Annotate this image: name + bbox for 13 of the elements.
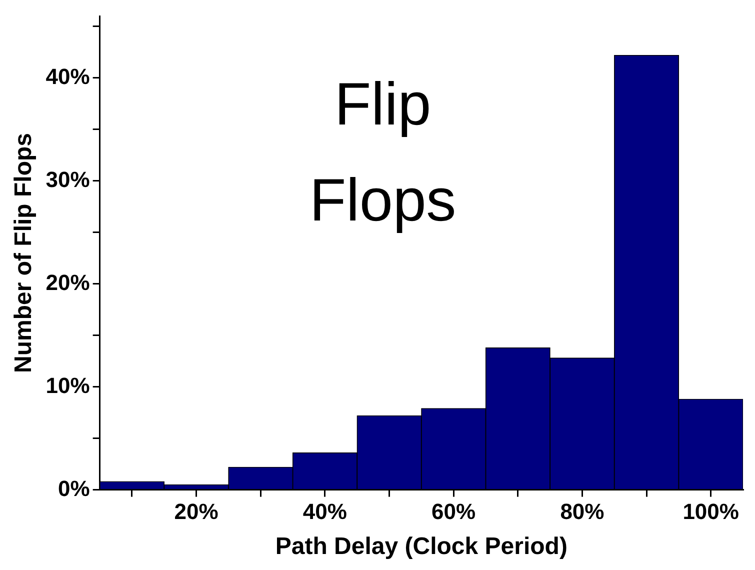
- x-tick-label: 60%: [432, 499, 476, 524]
- annotation: Flip Flops: [309, 70, 456, 234]
- x-tick-label: 20%: [174, 499, 218, 524]
- x-tick-label: 80%: [560, 499, 604, 524]
- y-tick-label: 10%: [46, 372, 90, 398]
- y-tick-label: 30%: [46, 166, 90, 192]
- x-axis-title: Path Delay (Clock Period): [275, 533, 568, 560]
- x-tick-label: 100%: [682, 499, 739, 524]
- y-axis-title: Number of Flip Flops: [10, 133, 38, 373]
- y-tick-label: 0%: [58, 476, 90, 501]
- y-tick-label: 20%: [46, 270, 90, 295]
- x-tick-label: 40%: [302, 499, 347, 524]
- y-tick-label: 40%: [46, 64, 90, 90]
